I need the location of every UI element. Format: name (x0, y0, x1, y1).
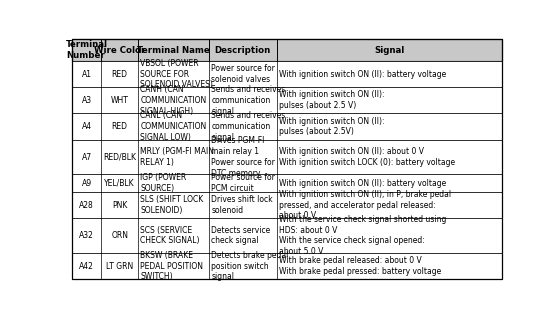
Bar (72, 253, 502, 279)
Text: A9: A9 (82, 179, 92, 188)
Text: RED/BLK: RED/BLK (103, 152, 136, 162)
Bar (72, 175, 502, 192)
Text: ORN: ORN (111, 231, 128, 240)
Text: A42: A42 (80, 261, 94, 271)
Text: Wire Color: Wire Color (94, 46, 146, 54)
Text: A1: A1 (82, 70, 92, 79)
Text: Terminal
Number: Terminal Number (66, 40, 108, 60)
Text: SLS (SHIFT LOCK
SOLENOID): SLS (SHIFT LOCK SOLENOID) (141, 195, 204, 215)
Text: Detects service
check signal: Detects service check signal (211, 226, 270, 245)
Text: With ignition switch ON (II): battery voltage: With ignition switch ON (II): battery vo… (279, 70, 446, 79)
Text: With ignition switch ON (II), in P, brake pedal
pressed, and accelerator pedal r: With ignition switch ON (II), in P, brak… (279, 190, 451, 220)
Text: Sends and receives
communication
signal: Sends and receives communication signal (211, 85, 286, 116)
Text: SCS (SERVICE
CHECK SIGNAL): SCS (SERVICE CHECK SIGNAL) (141, 226, 200, 245)
Text: A4: A4 (82, 122, 92, 131)
Text: YEL/BLK: YEL/BLK (104, 179, 135, 188)
Text: Sends and receives
communication
signal: Sends and receives communication signal (211, 111, 286, 142)
Text: Drives shift lock
solenoid: Drives shift lock solenoid (211, 195, 273, 215)
Bar (72, 113, 502, 140)
Text: BKSW (BRAKE
PEDAL POSITION
SWITCH): BKSW (BRAKE PEDAL POSITION SWITCH) (141, 251, 203, 281)
Text: CANL (CAN
COMMUNICATION
SIGNAL LOW): CANL (CAN COMMUNICATION SIGNAL LOW) (141, 111, 207, 142)
Text: VBSOL (POWER
SOURCE FOR
SOLENOID VALVES): VBSOL (POWER SOURCE FOR SOLENOID VALVES) (141, 59, 213, 89)
Text: With the service check signal shorted using
HDS: about 0 V
With the service chec: With the service check signal shorted us… (279, 215, 447, 256)
Bar (72, 39, 502, 61)
Bar (72, 192, 502, 218)
Text: Detects brake pedal
position switch
signal: Detects brake pedal position switch sign… (211, 251, 289, 281)
Text: MRLY (PGM-FI MAIN
RELAY 1): MRLY (PGM-FI MAIN RELAY 1) (141, 147, 214, 167)
Text: A32: A32 (80, 231, 94, 240)
Text: Description: Description (214, 46, 271, 54)
Text: WHT: WHT (111, 96, 129, 105)
Text: CANH (CAN
COMMUNICATION
SIGNAL HIGH): CANH (CAN COMMUNICATION SIGNAL HIGH) (141, 85, 207, 116)
Bar (72, 218, 502, 253)
Text: RED: RED (111, 122, 128, 131)
Bar (72, 87, 502, 113)
Text: A7: A7 (82, 152, 92, 162)
Bar (72, 140, 502, 175)
Text: A3: A3 (82, 96, 92, 105)
Text: With ignition switch ON (II):
pulses (about 2.5V): With ignition switch ON (II): pulses (ab… (279, 117, 385, 136)
Text: Power source for
PCM circuit: Power source for PCM circuit (211, 173, 276, 193)
Text: With ignition switch ON (II): about 0 V
With ignition switch LOCK (0): battery v: With ignition switch ON (II): about 0 V … (279, 147, 455, 167)
Text: IGP (POWER
SOURCE): IGP (POWER SOURCE) (141, 173, 186, 193)
Text: Drives PGM-FI
main relay 1
Power source for
DTC memory: Drives PGM-FI main relay 1 Power source … (211, 136, 276, 178)
Text: PNK: PNK (112, 201, 127, 209)
Text: A28: A28 (80, 201, 94, 209)
Text: With ignition switch ON (II):
pulses (about 2.5 V): With ignition switch ON (II): pulses (ab… (279, 90, 385, 110)
Text: With brake pedal released: about 0 V
With brake pedal pressed: battery voltage: With brake pedal released: about 0 V Wit… (279, 256, 441, 276)
Text: Terminal Name: Terminal Name (137, 46, 210, 54)
Text: With ignition switch ON (II): battery voltage: With ignition switch ON (II): battery vo… (279, 179, 446, 188)
Bar (72, 61, 502, 87)
Text: RED: RED (111, 70, 128, 79)
Text: Signal: Signal (374, 46, 404, 54)
Text: Power source for
solenoid valves: Power source for solenoid valves (211, 64, 276, 84)
Text: LT GRN: LT GRN (106, 261, 133, 271)
